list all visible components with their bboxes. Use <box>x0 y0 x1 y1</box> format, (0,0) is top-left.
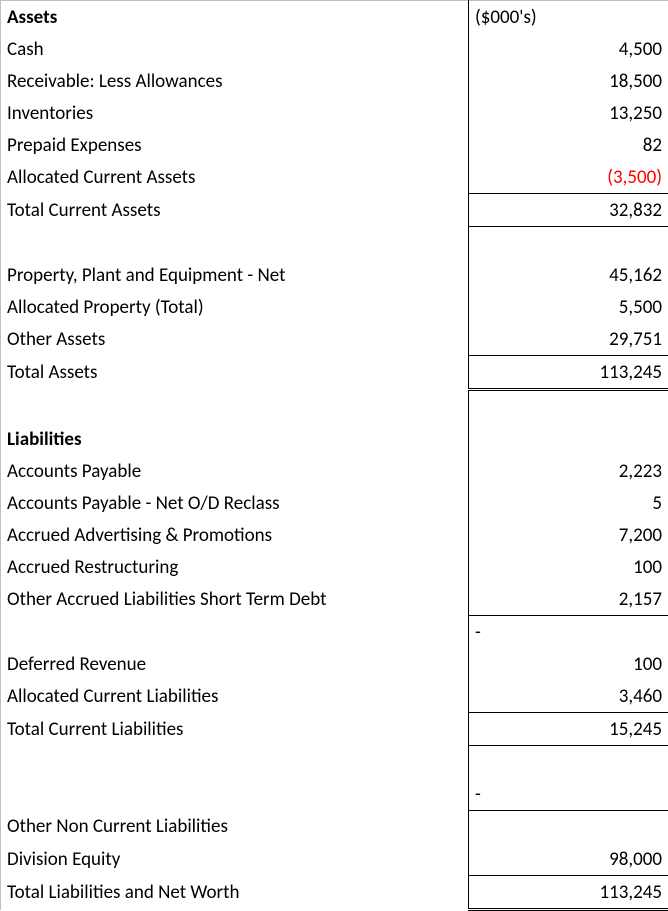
row-label: Allocated Property (Total) <box>1 291 469 323</box>
table-row: Accounts Payable2,223 <box>1 455 668 487</box>
row-label: Prepaid Expenses <box>1 129 469 161</box>
row-label: Allocated Current Liabilities <box>1 680 469 713</box>
row-value <box>469 423 668 455</box>
row-label: Accounts Payable <box>1 455 469 487</box>
row-label: Property, Plant and Equipment - Net <box>1 259 469 291</box>
balance-sheet-table: Assets ($000's) Cash4,500Receivable: Les… <box>0 0 668 911</box>
row-value: 98,000 <box>469 843 668 876</box>
row-label: Inventories <box>1 97 469 129</box>
table-row: Accrued Restructuring100 <box>1 551 668 583</box>
row-value: 29,751 <box>469 323 668 356</box>
table-row: Total Current Assets32,832 <box>1 194 668 227</box>
row-label: Accrued Restructuring <box>1 551 469 583</box>
row-value: 113,245 <box>469 356 668 390</box>
row-label: Other Non Current Liabilities <box>1 811 469 844</box>
table-row: Accrued Advertising & Promotions7,200 <box>1 519 668 551</box>
row-value: 2,157 <box>469 583 668 616</box>
row-value: - <box>469 778 668 811</box>
table-row: Cash4,500 <box>1 33 668 65</box>
row-label: Deferred Revenue <box>1 648 469 680</box>
row-label: Total Current Liabilities <box>1 713 469 746</box>
row-value <box>469 811 668 844</box>
row-label: Cash <box>1 33 469 65</box>
table-row: - <box>1 778 668 811</box>
table-row: Other Assets29,751 <box>1 323 668 356</box>
row-label <box>1 778 469 811</box>
row-label: Total Liabilities and Net Worth <box>1 876 469 910</box>
table-row: Allocated Current Liabilities3,460 <box>1 680 668 713</box>
table-row: Inventories13,250 <box>1 97 668 129</box>
row-label: Division Equity <box>1 843 469 876</box>
table-row <box>1 227 668 260</box>
row-value: 15,245 <box>469 713 668 746</box>
row-value <box>469 746 668 779</box>
table-row: Receivable: Less Allowances18,500 <box>1 65 668 97</box>
table-row: Other Accrued Liabilities Short Term Deb… <box>1 583 668 616</box>
row-label: Accrued Advertising & Promotions <box>1 519 469 551</box>
table-row: - <box>1 616 668 649</box>
assets-header: Assets <box>1 1 469 34</box>
row-label <box>1 746 469 779</box>
row-value: 113,245 <box>469 876 668 910</box>
table-row: Accounts Payable - Net O/D Reclass5 <box>1 487 668 519</box>
row-value <box>469 390 668 424</box>
row-value: 45,162 <box>469 259 668 291</box>
row-value: 2,223 <box>469 455 668 487</box>
table-row: Allocated Current Assets(3,500) <box>1 161 668 194</box>
row-label: Total Current Assets <box>1 194 469 227</box>
row-label: Liabilities <box>1 423 469 455</box>
row-value: 4,500 <box>469 33 668 65</box>
row-value: (3,500) <box>469 161 668 194</box>
row-value: 100 <box>469 551 668 583</box>
row-value: 100 <box>469 648 668 680</box>
row-value: 5 <box>469 487 668 519</box>
row-label: Receivable: Less Allowances <box>1 65 469 97</box>
row-value: 13,250 <box>469 97 668 129</box>
table-row: Total Liabilities and Net Worth113,245 <box>1 876 668 910</box>
row-label: Allocated Current Assets <box>1 161 469 194</box>
row-label: Accounts Payable - Net O/D Reclass <box>1 487 469 519</box>
row-value: 32,832 <box>469 194 668 227</box>
row-value: 18,500 <box>469 65 668 97</box>
table-row <box>1 746 668 779</box>
row-label <box>1 227 469 260</box>
row-label <box>1 616 469 649</box>
table-row: Allocated Property (Total)5,500 <box>1 291 668 323</box>
table-row: Total Assets113,245 <box>1 356 668 390</box>
row-value: 5,500 <box>469 291 668 323</box>
row-value: 82 <box>469 129 668 161</box>
table-row: Property, Plant and Equipment - Net45,16… <box>1 259 668 291</box>
row-value: 7,200 <box>469 519 668 551</box>
table-row: Other Non Current Liabilities <box>1 811 668 844</box>
table-row: Liabilities <box>1 423 668 455</box>
table-row <box>1 390 668 424</box>
units-header: ($000's) <box>469 1 668 34</box>
row-label: Other Accrued Liabilities Short Term Deb… <box>1 583 469 616</box>
header-row: Assets ($000's) <box>1 1 668 34</box>
table-row: Prepaid Expenses82 <box>1 129 668 161</box>
table-row: Deferred Revenue100 <box>1 648 668 680</box>
table-row: Division Equity98,000 <box>1 843 668 876</box>
row-label: Total Assets <box>1 356 469 390</box>
table-row: Total Current Liabilities15,245 <box>1 713 668 746</box>
row-label: Other Assets <box>1 323 469 356</box>
row-value: 3,460 <box>469 680 668 713</box>
row-value: - <box>469 616 668 649</box>
row-value <box>469 227 668 260</box>
row-label <box>1 390 469 424</box>
